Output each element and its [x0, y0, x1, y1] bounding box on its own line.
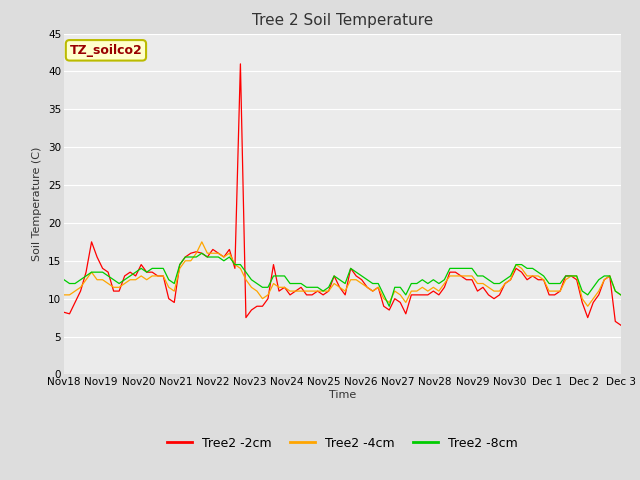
- Tree2 -4cm: [182, 258, 189, 264]
- Tree2 -8cm: [198, 251, 205, 256]
- Tree2 -4cm: [319, 288, 327, 294]
- Line: Tree2 -4cm: Tree2 -4cm: [64, 242, 621, 306]
- Legend: Tree2 -2cm, Tree2 -4cm, Tree2 -8cm: Tree2 -2cm, Tree2 -4cm, Tree2 -8cm: [162, 432, 523, 455]
- Tree2 -4cm: [545, 288, 553, 294]
- Title: Tree 2 Soil Temperature: Tree 2 Soil Temperature: [252, 13, 433, 28]
- Tree2 -2cm: [60, 310, 68, 315]
- Text: TZ_soilco2: TZ_soilco2: [70, 44, 142, 57]
- Tree2 -4cm: [165, 285, 173, 290]
- Tree2 -8cm: [182, 254, 189, 260]
- Tree2 -2cm: [237, 61, 244, 67]
- Tree2 -4cm: [501, 281, 509, 287]
- Tree2 -2cm: [457, 273, 465, 279]
- Tree2 -4cm: [617, 292, 625, 298]
- Tree2 -8cm: [60, 277, 68, 283]
- Y-axis label: Soil Temperature (C): Soil Temperature (C): [33, 147, 42, 261]
- Tree2 -2cm: [545, 292, 553, 298]
- Tree2 -8cm: [617, 292, 625, 298]
- Tree2 -2cm: [165, 296, 173, 301]
- Tree2 -8cm: [463, 265, 470, 271]
- Tree2 -8cm: [165, 277, 173, 283]
- Tree2 -8cm: [507, 273, 515, 279]
- X-axis label: Time: Time: [329, 390, 356, 400]
- Tree2 -2cm: [319, 292, 327, 298]
- Tree2 -4cm: [60, 292, 68, 298]
- Tree2 -8cm: [385, 303, 393, 309]
- Tree2 -4cm: [457, 273, 465, 279]
- Line: Tree2 -8cm: Tree2 -8cm: [64, 253, 621, 306]
- Tree2 -8cm: [319, 288, 327, 294]
- Tree2 -2cm: [617, 322, 625, 328]
- Tree2 -2cm: [182, 254, 189, 260]
- Line: Tree2 -2cm: Tree2 -2cm: [64, 64, 621, 325]
- Tree2 -4cm: [198, 239, 205, 245]
- Tree2 -4cm: [584, 303, 591, 309]
- Tree2 -8cm: [551, 281, 559, 287]
- Tree2 -2cm: [501, 281, 509, 287]
